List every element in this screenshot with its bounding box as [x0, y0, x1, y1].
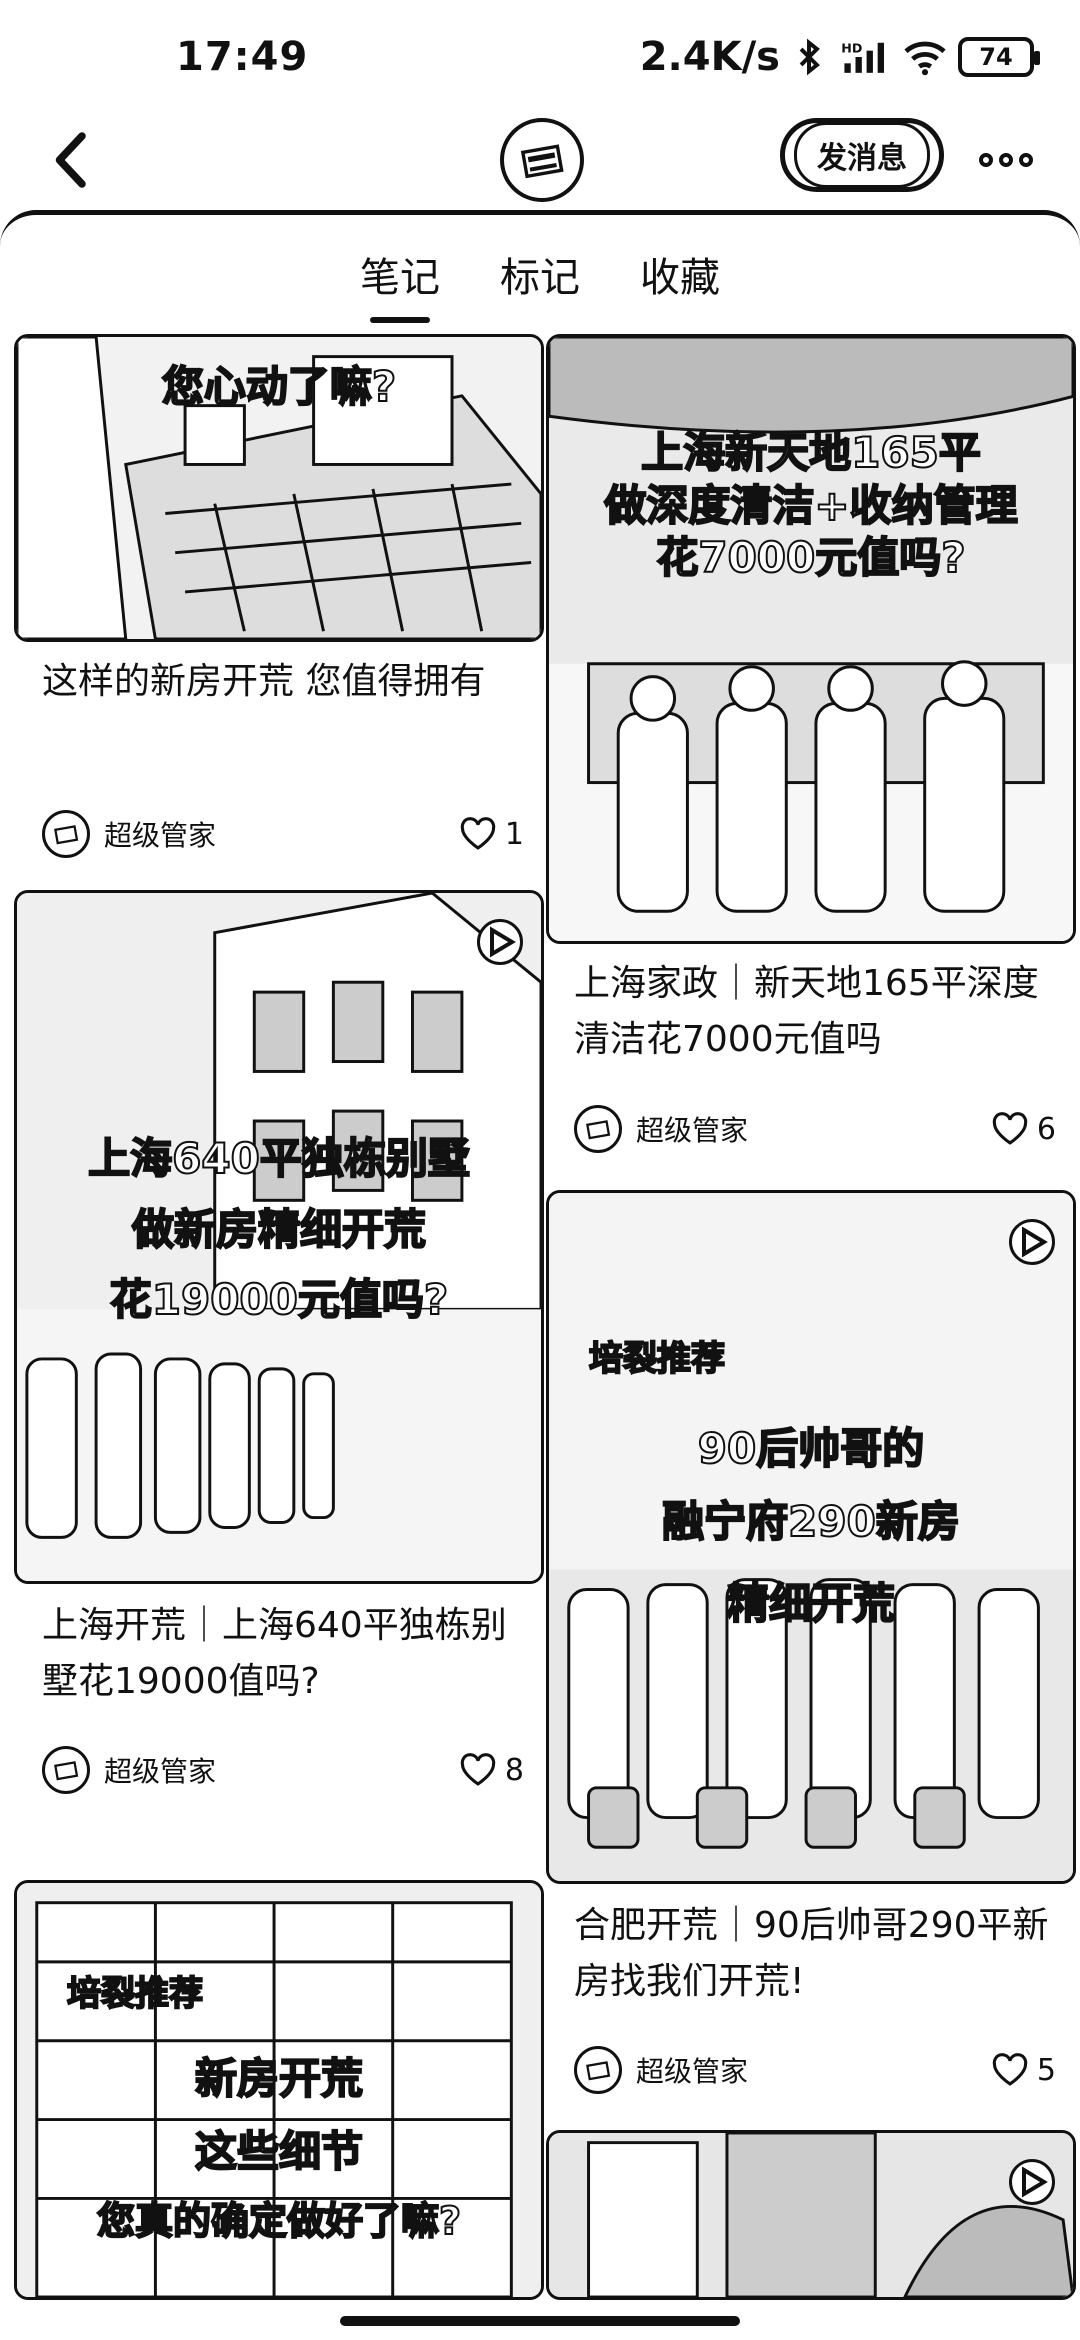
cover-text: 上海640平独栋别墅 — [87, 1133, 471, 1184]
note-title: 合肥开荒｜90后帅哥290平新房找我们开荒! — [574, 1905, 1049, 2002]
note-card[interactable]: 培裂推荐 新房开荒 这些细节 您真的确定做好了嘛? — [14, 1880, 544, 2300]
note-cover-image: 上海新天地165平 做深度清洁+收纳管理 花7000元值吗? — [546, 334, 1076, 944]
tab-favorites[interactable]: 收藏 — [640, 255, 720, 301]
chevron-left-icon — [55, 132, 86, 188]
profile-header: 发消息 — [0, 110, 1080, 210]
wifi-icon — [902, 38, 948, 76]
svg-text:HD: HD — [841, 40, 862, 55]
note-cover-image — [546, 2130, 1076, 2300]
like-button[interactable]: 5 — [991, 2053, 1056, 2088]
send-message-button[interactable]: 发消息 — [780, 118, 944, 192]
video-play-icon — [1009, 1219, 1055, 1265]
status-indicators: 2.4K/s HD 74 — [639, 32, 1040, 82]
brand-logo-icon — [54, 1761, 79, 1781]
author-name[interactable]: 超级管家 — [104, 1755, 217, 1788]
note-card[interactable]: 上海新天地165平 做深度清洁+收纳管理 花7000元值吗? 上海家政｜新天地1… — [546, 334, 1076, 1164]
video-play-icon — [477, 919, 523, 965]
cover-text: 融宁府290新房 — [661, 1496, 961, 1547]
note-meta: 超级管家 1 — [42, 804, 524, 864]
profile-avatar[interactable] — [500, 118, 584, 202]
cover-text: 做新房精细开荒 — [131, 1204, 427, 1255]
heart-icon — [992, 1112, 1028, 1145]
cover-text: 做深度清洁+收纳管理 — [603, 480, 1018, 531]
more-dot — [999, 153, 1013, 167]
like-button[interactable]: 1 — [459, 817, 524, 852]
like-count: 1 — [504, 816, 524, 852]
cover-text: 您心动了嘛? — [161, 361, 397, 412]
status-bar: 17:49 2.4K/s HD 74 — [0, 0, 1080, 120]
like-count: 8 — [504, 1752, 524, 1788]
heart-icon — [460, 1753, 496, 1786]
more-dots-icon — [979, 153, 993, 167]
cover-text: 上海新天地165平 — [640, 427, 982, 478]
cover-text: 花19000元值吗? — [109, 1274, 449, 1325]
video-play-icon — [1009, 2159, 1055, 2205]
author-avatar[interactable] — [574, 2046, 622, 2094]
note-meta: 超级管家 8 — [42, 1740, 524, 1800]
author-name[interactable]: 超级管家 — [636, 2055, 749, 2088]
brand-logo-icon — [586, 2061, 611, 2081]
note-card[interactable]: 您心动了嘛? 这样的新房开荒 您值得拥有 超级管家 1 — [14, 334, 544, 874]
cover-text: 花7000元值吗? — [655, 532, 966, 583]
note-cover-image: 您心动了嘛? — [14, 334, 544, 642]
like-button[interactable]: 8 — [459, 1753, 524, 1788]
more-button[interactable] — [976, 140, 1036, 180]
like-button[interactable]: 6 — [991, 1112, 1056, 1147]
battery-icon: 74 — [958, 37, 1040, 77]
note-cover-image: 上海640平独栋别墅 做新房精细开荒 花19000元值吗? — [14, 890, 544, 1584]
note-title: 这样的新房开荒 您值得拥有 — [42, 661, 486, 702]
cover-text: 这些细节 — [194, 2126, 364, 2177]
like-count: 6 — [1036, 1111, 1056, 1147]
tab-marks[interactable]: 标记 — [500, 255, 580, 301]
heart-icon — [992, 2053, 1028, 2086]
brand-logo-icon — [54, 825, 79, 845]
more-dot — [1019, 153, 1033, 167]
network-speed: 2.4K/s — [639, 34, 780, 80]
author-avatar[interactable] — [42, 810, 90, 858]
cover-text: 您真的确定做好了嘛? — [96, 2198, 462, 2244]
note-meta: 超级管家 6 — [574, 1099, 1056, 1159]
author-avatar[interactable] — [42, 1746, 90, 1794]
cover-text: 新房开荒 — [194, 2053, 364, 2104]
heart-icon — [460, 817, 496, 850]
note-meta: 超级管家 5 — [574, 2040, 1056, 2100]
back-button[interactable] — [40, 122, 100, 198]
status-time: 17:49 — [176, 34, 309, 80]
note-title: 上海家政｜新天地165平深度清洁花7000元值吗 — [574, 963, 1039, 1060]
send-message-label: 发消息 — [794, 122, 930, 188]
note-cover-image: 培裂推荐 新房开荒 这些细节 您真的确定做好了嘛? — [14, 1880, 544, 2300]
signal-icon: HD — [838, 38, 892, 76]
note-cover-image: 培裂推荐 90后帅哥的 融宁府290新房 精细开荒 — [546, 1190, 1076, 1884]
tab-bar: 笔记 标记 收藏 — [0, 245, 1080, 323]
cover-text: 90后帅哥的 — [697, 1423, 925, 1474]
note-card[interactable]: 培裂推荐 90后帅哥的 融宁府290新房 精细开荒 合肥开荒｜90后帅哥290平… — [546, 1190, 1076, 2110]
home-indicator[interactable] — [340, 2316, 740, 2326]
brand-logo-icon — [586, 1120, 611, 1140]
cover-text: 精细开荒 — [726, 1578, 896, 1629]
author-name[interactable]: 超级管家 — [104, 819, 217, 852]
tab-notes[interactable]: 笔记 — [360, 245, 440, 323]
note-card[interactable]: 上海640平独栋别墅 做新房精细开荒 花19000元值吗? 上海开荒｜上海640… — [14, 890, 544, 1810]
like-count: 5 — [1036, 2052, 1056, 2088]
bluetooth-icon — [790, 38, 828, 76]
note-title: 上海开荒｜上海640平独栋别墅花19000值吗? — [42, 1605, 507, 1702]
cover-text: 培裂推荐 — [588, 1338, 726, 1380]
cover-text: 培裂推荐 — [66, 1973, 204, 2015]
brand-logo-icon — [520, 144, 564, 179]
battery-level: 74 — [979, 43, 1013, 71]
note-card[interactable] — [546, 2130, 1076, 2300]
author-avatar[interactable] — [574, 1105, 622, 1153]
author-name[interactable]: 超级管家 — [636, 1114, 749, 1147]
